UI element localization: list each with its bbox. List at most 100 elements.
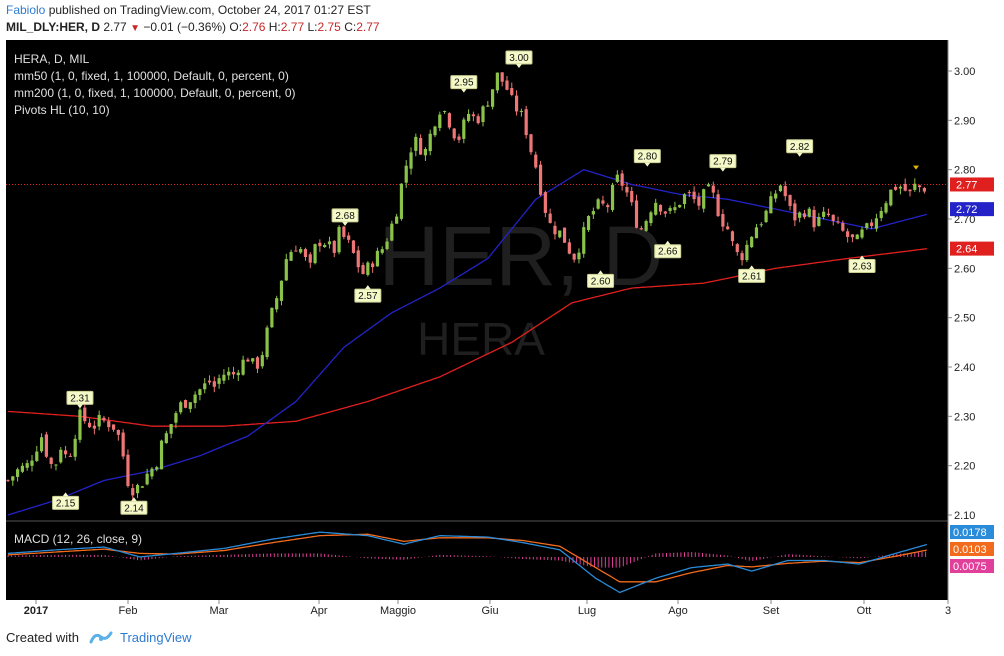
symbol-name: MIL_DLY:HER, D xyxy=(6,20,101,34)
candle-body xyxy=(179,402,183,413)
candle-body xyxy=(778,185,783,192)
candle-body xyxy=(68,455,72,457)
candle-body xyxy=(63,450,68,455)
x-tick-label: 3 xyxy=(945,605,951,617)
candle-body xyxy=(308,254,312,263)
candle-body xyxy=(270,307,274,328)
candle-body xyxy=(870,222,874,227)
candle-body xyxy=(702,189,706,209)
x-tick-label: Set xyxy=(763,605,780,617)
candle-body xyxy=(903,183,907,191)
candle-body xyxy=(356,250,360,268)
candle-body xyxy=(572,253,576,260)
candle-body xyxy=(610,184,615,211)
candle-body xyxy=(351,240,356,253)
candle-body xyxy=(596,199,600,209)
y-tick-label: 2.60 xyxy=(954,263,975,275)
candle-body xyxy=(764,210,768,223)
x-tick-label: Giu xyxy=(481,605,498,617)
symbol-info: MIL_DLY:HER, D 2.77 ▼ −0.01 (−0.36%) O:2… xyxy=(6,20,380,34)
pivot-pointer xyxy=(130,497,137,502)
candle-body xyxy=(207,380,212,383)
candle-body xyxy=(279,280,284,301)
pivot-pointer xyxy=(719,167,726,172)
candle-body xyxy=(745,244,749,261)
candle-body xyxy=(529,134,533,153)
x-tick-label: Ott xyxy=(857,605,872,617)
y-tick-label: 2.50 xyxy=(954,313,975,325)
candle-body xyxy=(97,414,101,427)
pivot-pointer xyxy=(597,270,604,275)
y-tick-label: 2.80 xyxy=(954,165,975,177)
candle-body xyxy=(102,417,106,421)
pivot-box xyxy=(633,149,661,164)
candle-body xyxy=(793,203,797,221)
pivot-pointer xyxy=(62,492,69,497)
pivot-label: 2.79 xyxy=(713,157,733,168)
chart-area[interactable]: HER, D HERA 2.31 2.15 2.14 2.68 2.57 2.95 3.00… xyxy=(6,40,998,620)
legend-macd: MACD (12, 26, close, 9) xyxy=(14,532,142,546)
candle-body xyxy=(49,457,53,464)
candle-body xyxy=(380,249,384,253)
candle-body xyxy=(682,194,687,205)
candle-body xyxy=(726,226,730,230)
pivot-marker: 2.79 xyxy=(709,154,737,172)
candle-body xyxy=(735,244,739,253)
candle-body xyxy=(327,241,332,245)
candle-body xyxy=(884,203,888,213)
candle-body xyxy=(332,240,336,253)
candle-body xyxy=(548,213,552,223)
last-price: 2.77 xyxy=(103,20,127,34)
close-label: C: xyxy=(344,20,357,34)
y-tick-label: 2.40 xyxy=(954,362,975,374)
candle-body xyxy=(126,454,130,487)
candle-body xyxy=(6,480,10,482)
high-value: 2.77 xyxy=(280,20,305,34)
candle-body xyxy=(759,224,763,226)
candle-body xyxy=(433,126,437,136)
candle-body xyxy=(687,192,691,194)
legend-mm50: mm50 (1, 0, fixed, 1, 100000, Default, 0… xyxy=(14,69,289,83)
pivot-pointer xyxy=(748,265,755,270)
candle-body xyxy=(879,210,883,219)
price-change: −0.01 (−0.36%) xyxy=(143,20,227,34)
watermark-symbol: HER, D xyxy=(379,209,664,303)
legend-pivots: Pivots HL (10, 10) xyxy=(14,103,110,117)
candle-body xyxy=(466,113,471,121)
candle-body xyxy=(471,114,475,117)
candle-body xyxy=(922,187,927,192)
candle-body xyxy=(850,234,855,238)
candle-body xyxy=(35,451,39,461)
candle-body xyxy=(836,221,840,223)
candle-body xyxy=(692,191,696,200)
price-chart[interactable]: HER, D HERA 2.312.15 2.142.682.572.953.00… xyxy=(6,40,998,620)
pending-pivot-icon xyxy=(913,165,920,170)
pivot-pointer xyxy=(76,404,83,409)
pivot-label: 2.15 xyxy=(56,498,76,509)
x-tick-label: Apr xyxy=(310,605,327,617)
pivot-pointer xyxy=(364,285,371,290)
candle-body xyxy=(265,327,269,357)
candle-body xyxy=(135,485,140,494)
candle-body xyxy=(562,227,567,243)
pivot-marker: 2.82 xyxy=(786,139,814,157)
candle-body xyxy=(140,486,144,488)
candle-body xyxy=(894,186,898,190)
candle-body xyxy=(514,95,519,112)
tradingview-link[interactable]: TradingView xyxy=(120,630,192,645)
candle-body xyxy=(83,407,87,422)
candle-body xyxy=(452,128,456,139)
candle-body xyxy=(534,154,538,168)
candle-body xyxy=(846,231,850,237)
candle-body xyxy=(87,422,92,428)
legend-symbol: HERA, D, MIL xyxy=(14,52,90,66)
candle-body xyxy=(73,438,77,457)
price-badge xyxy=(950,177,994,192)
candle-body xyxy=(577,252,581,260)
candle-body xyxy=(620,173,624,186)
candle-body xyxy=(121,432,125,457)
author-link[interactable]: Fabiolo xyxy=(6,3,46,17)
candle-body xyxy=(543,192,547,213)
pivot-marker: 2.31 xyxy=(66,390,94,409)
candle-body xyxy=(567,242,571,254)
